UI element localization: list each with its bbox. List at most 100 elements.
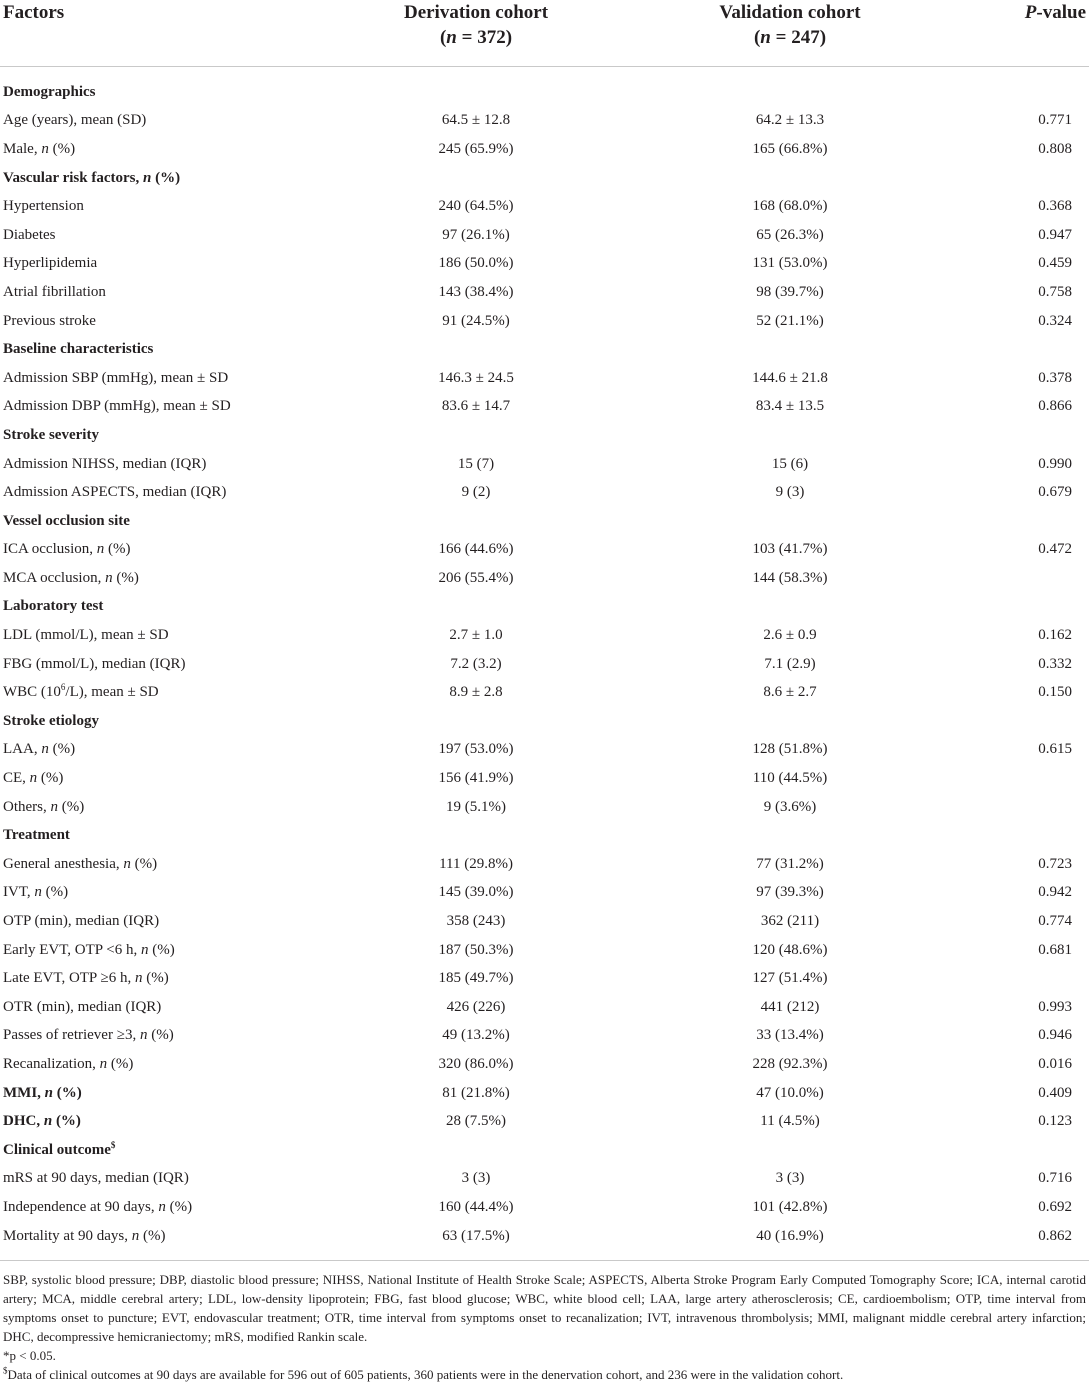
p-value: 0.993	[1038, 998, 1072, 1015]
row-label: Passes of retriever ≥3, n (%)	[3, 1027, 174, 1044]
table-row: mRS at 90 days, median (IQR) 3 (3) 3 (3) 0.…	[0, 1165, 1089, 1194]
table-footnotes: SBP, systolic blood pressure; DBP, diast…	[0, 1260, 1089, 1384]
derivation-value	[315, 164, 637, 193]
row-label: Hypertension	[3, 198, 84, 215]
derivation-value: 145 (39.0%)	[438, 884, 514, 901]
row-label: mRS at 90 days, median (IQR)	[3, 1170, 189, 1187]
table-row: MCA occlusion, n (%) 206 (55.4%) 144 (58.3…	[0, 564, 1089, 593]
derivation-value	[315, 1136, 637, 1165]
table-section-row: Vascular risk factors, n (%)	[0, 164, 1089, 193]
derivation-value: 15 (7)	[457, 455, 495, 472]
p-value: 0.162	[1038, 627, 1072, 644]
p-value: 0.378	[1038, 369, 1072, 386]
row-label: CE, n (%)	[3, 770, 64, 787]
row-label: Vessel occlusion site	[3, 512, 130, 529]
derivation-value: 245 (65.9%)	[438, 140, 514, 157]
row-label: Early EVT, OTP <6 h, n (%)	[3, 941, 175, 958]
row-label: Diabetes	[3, 226, 56, 243]
row-label: LDL (mmol/L), mean ± SD	[3, 627, 169, 644]
p-value: 0.681	[1038, 941, 1072, 958]
derivation-value	[315, 821, 637, 850]
p-value: 0.946	[1038, 1027, 1072, 1044]
significance-note: *p < 0.05.	[3, 1348, 56, 1363]
p-value: 0.716	[1038, 1170, 1072, 1187]
baseline-characteristics-table: Factors Derivation cohort (n = 372) Vali…	[0, 0, 1089, 1250]
table-row: CE, n (%) 156 (41.9%) 110 (44.5%)	[0, 764, 1089, 793]
derivation-value	[315, 335, 637, 364]
validation-value: 97 (39.3%)	[756, 884, 824, 901]
table-row: Atrial fibrillation 143 (38.4%) 98 (39.7%)…	[0, 278, 1089, 307]
row-label: LAA, n (%)	[3, 741, 76, 758]
derivation-value: 81 (21.8%)	[442, 1084, 510, 1101]
derivation-value: 426 (226)	[446, 998, 506, 1015]
table-row: Hypertension 240 (64.5%) 168 (68.0%) 0.368	[0, 192, 1089, 221]
table-body: Demographics Age (years), mean (SD) 64.5 ±…	[0, 78, 1089, 1250]
table-row: Mortality at 90 days, n (%) 63 (17.5%) 40 …	[0, 1222, 1089, 1251]
row-label: Independence at 90 days, n (%)	[3, 1198, 193, 1215]
table-row: Admission DBP (mmHg), mean ± SD 83.6 ± 14…	[0, 393, 1089, 422]
row-label: Recanalization, n (%)	[3, 1055, 134, 1072]
p-value	[943, 164, 1089, 193]
table-row: Passes of retriever ≥3, n (%) 49 (13.2%) 3…	[0, 1022, 1089, 1051]
row-label: DHC, n (%)	[3, 1113, 81, 1130]
validation-value: 77 (31.2%)	[756, 855, 824, 872]
table-row: LDL (mmol/L), mean ± SD 2.7 ± 1.0 2.6 ± 0.…	[0, 621, 1089, 650]
validation-value: 2.6 ± 0.9	[763, 627, 817, 644]
table-row: Independence at 90 days, n (%) 160 (44.4%…	[0, 1193, 1089, 1222]
validation-value	[637, 507, 943, 536]
validation-value: 9 (3.6%)	[763, 798, 817, 815]
validation-value: 103 (41.7%)	[752, 541, 828, 558]
validation-value: 131 (53.0%)	[752, 255, 828, 272]
p-value: 0.808	[1038, 140, 1072, 157]
table-section-row: Vessel occlusion site	[0, 507, 1089, 536]
validation-value: 144.6 ± 21.8	[752, 369, 828, 386]
p-value	[943, 564, 1089, 593]
validation-value: 3 (3)	[775, 1170, 805, 1187]
table-row: Admission ASPECTS, median (IQR) 9 (2) 9 (3…	[0, 478, 1089, 507]
validation-value	[637, 1136, 943, 1165]
table-row: FBG (mmol/L), median (IQR) 7.2 (3.2) 7.1 (…	[0, 650, 1089, 679]
validation-value: 168 (68.0%)	[752, 198, 828, 215]
row-label: Baseline characteristics	[3, 341, 154, 358]
row-label: Mortality at 90 days, n (%)	[3, 1227, 166, 1244]
derivation-value: 3 (3)	[461, 1170, 491, 1187]
table-row: WBC (106/L), mean ± SD 8.9 ± 2.8 8.6 ± 2.7…	[0, 678, 1089, 707]
derivation-value: 111 (29.8%)	[439, 855, 513, 872]
p-value	[943, 821, 1089, 850]
validation-value	[637, 78, 943, 107]
row-label: ICA occlusion, n (%)	[3, 541, 131, 558]
table-row: OTP (min), median (IQR) 358 (243) 362 (211…	[0, 907, 1089, 936]
table-section-row: Stroke severity	[0, 421, 1089, 450]
p-value: 0.615	[1038, 741, 1072, 758]
row-label: IVT, n (%)	[3, 884, 69, 901]
table-section-row: Treatment	[0, 821, 1089, 850]
table-row: Previous stroke 91 (24.5%) 52 (21.1%) 0.324	[0, 307, 1089, 336]
validation-value: 98 (39.7%)	[756, 283, 824, 300]
table-row: Late EVT, OTP ≥6 h, n (%) 185 (49.7%) 127 …	[0, 964, 1089, 993]
validation-value: 101 (42.8%)	[752, 1198, 828, 1215]
p-value: 0.947	[1038, 226, 1072, 243]
derivation-value: 185 (49.7%)	[438, 970, 514, 987]
p-value	[943, 764, 1089, 793]
p-value: 0.692	[1038, 1198, 1072, 1215]
table-row: General anesthesia, n (%) 111 (29.8%) 77 (…	[0, 850, 1089, 879]
p-value	[943, 793, 1089, 822]
validation-value: 362 (211)	[760, 913, 820, 930]
table-section-row: Stroke etiology	[0, 707, 1089, 736]
derivation-value: 358 (243)	[446, 913, 506, 930]
table-row: MMI, n (%) 81 (21.8%) 47 (10.0%) 0.409	[0, 1079, 1089, 1108]
derivation-value: 19 (5.1%)	[446, 798, 506, 815]
p-value	[943, 335, 1089, 364]
validation-value: 120 (48.6%)	[752, 941, 828, 958]
row-label: Stroke severity	[3, 426, 99, 443]
p-value: 0.866	[1038, 398, 1072, 415]
validation-value: 33 (13.4%)	[756, 1027, 824, 1044]
validation-value: 15 (6)	[771, 455, 809, 472]
p-value	[943, 421, 1089, 450]
p-value	[943, 707, 1089, 736]
row-label: MMI, n (%)	[3, 1084, 82, 1101]
derivation-value: 197 (53.0%)	[438, 741, 514, 758]
row-label: WBC (106/L), mean ± SD	[3, 682, 159, 701]
derivation-value: 2.7 ± 1.0	[449, 627, 503, 644]
